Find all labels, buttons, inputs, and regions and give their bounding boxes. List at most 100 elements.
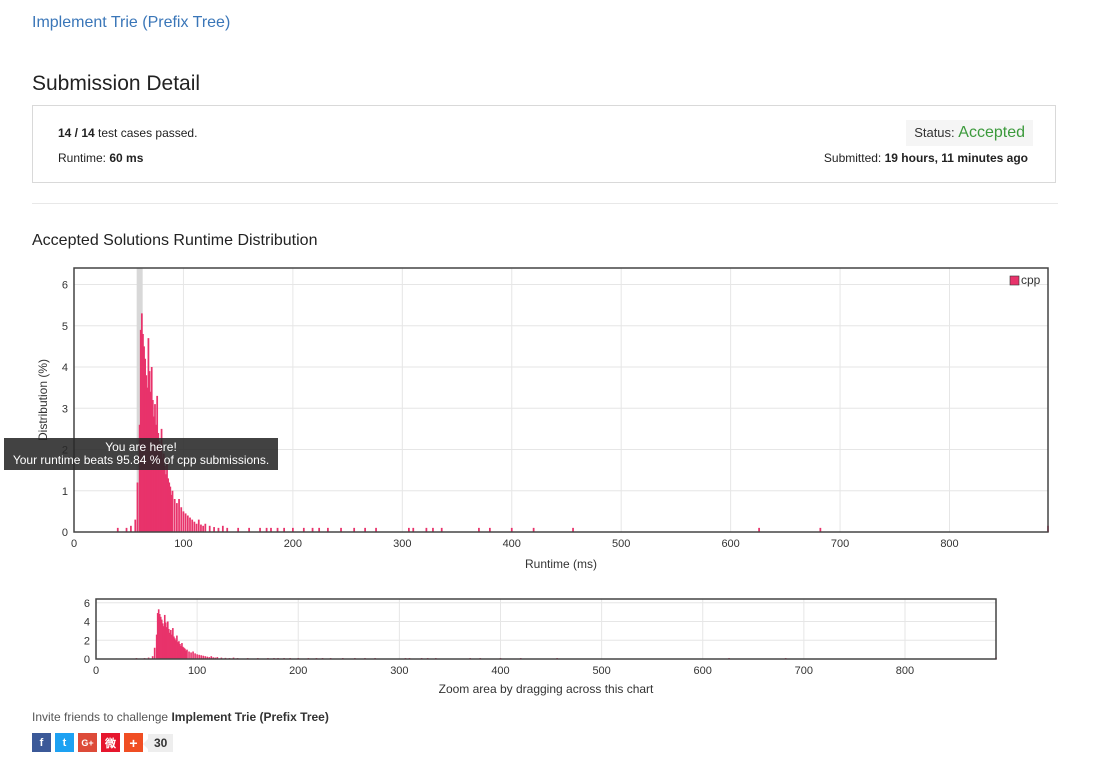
main-bar[interactable] [572, 527, 574, 532]
zoom-chart[interactable]: 0 100 200 300 400 500 600 700 800 0 2 4 6 Zoom area b… [0, 590, 1105, 700]
main-bar[interactable] [248, 527, 250, 532]
main-bar[interactable] [408, 527, 410, 532]
main-bar[interactable] [160, 428, 163, 532]
main-bar[interactable] [140, 313, 143, 532]
main-bar[interactable] [159, 449, 162, 533]
zoom-bar[interactable] [160, 619, 163, 659]
main-bar[interactable] [166, 461, 168, 532]
zoom-bar[interactable] [175, 640, 177, 659]
zoom-bar[interactable] [212, 657, 215, 659]
main-bar[interactable] [139, 329, 142, 532]
zoom-bar[interactable] [158, 614, 161, 659]
main-bar[interactable] [167, 478, 169, 532]
main-bar[interactable] [184, 513, 187, 532]
zoom-bar[interactable] [208, 657, 211, 659]
main-bar[interactable] [197, 519, 200, 532]
zoom-bar[interactable] [182, 646, 184, 659]
main-bar[interactable] [318, 527, 321, 532]
main-bar[interactable] [758, 527, 760, 532]
zoom-bar[interactable] [159, 616, 162, 659]
zoom-bar[interactable] [202, 655, 204, 659]
main-bar[interactable] [169, 486, 172, 532]
main-bar[interactable] [191, 519, 194, 532]
zoom-bar[interactable] [162, 626, 165, 659]
main-bar[interactable] [412, 527, 415, 532]
main-bar[interactable] [532, 527, 535, 532]
main-bar[interactable] [162, 453, 165, 532]
main-bar[interactable] [364, 527, 366, 532]
main-bar[interactable] [432, 527, 434, 532]
main-bar[interactable] [292, 527, 294, 532]
zoom-bar[interactable] [169, 632, 171, 659]
main-bar[interactable] [163, 466, 166, 532]
main-bar[interactable] [327, 527, 329, 532]
main-bar[interactable] [180, 507, 183, 532]
main-bar[interactable] [353, 527, 356, 532]
zoom-bar[interactable] [206, 656, 209, 659]
zoom-bar[interactable] [183, 647, 185, 659]
zoom-bar[interactable] [172, 628, 174, 659]
zoom-bar[interactable] [180, 645, 182, 659]
main-bar[interactable] [125, 527, 128, 532]
zoom-bar[interactable] [192, 651, 194, 660]
main-bar[interactable] [213, 527, 215, 532]
main-bar[interactable] [138, 424, 141, 532]
main-bar[interactable] [200, 524, 202, 532]
main-bar[interactable] [175, 503, 178, 532]
zoom-bar[interactable] [204, 656, 207, 659]
main-bar[interactable] [375, 527, 377, 532]
main-bar[interactable] [130, 525, 132, 532]
google-plus-share-icon[interactable]: G+ [78, 733, 97, 752]
zoom-bar[interactable] [179, 644, 181, 659]
facebook-share-icon[interactable]: f [32, 733, 51, 752]
main-bar[interactable] [186, 515, 189, 533]
zoom-bar[interactable] [165, 627, 168, 659]
zoom-bar[interactable] [210, 656, 213, 659]
twitter-share-icon[interactable]: t [55, 733, 74, 752]
zoom-bar[interactable] [168, 629, 170, 659]
zoom-bar[interactable] [177, 642, 179, 659]
zoom-bar[interactable] [176, 635, 178, 659]
weibo-share-icon[interactable]: 微 [101, 733, 120, 752]
main-bar[interactable] [221, 525, 224, 532]
main-bar[interactable] [425, 527, 428, 532]
main-bar[interactable] [440, 527, 443, 532]
main-bar[interactable] [259, 527, 261, 532]
zoom-bar[interactable] [157, 609, 160, 659]
main-bar[interactable] [208, 525, 211, 532]
main-bar[interactable] [171, 490, 174, 532]
main-bar[interactable] [168, 482, 171, 533]
main-bar[interactable] [270, 527, 272, 532]
main-bar[interactable] [195, 523, 198, 532]
zoom-bar[interactable] [184, 648, 186, 659]
main-bar[interactable] [147, 338, 150, 532]
zoom-bar[interactable] [185, 650, 187, 659]
main-bar[interactable] [155, 424, 157, 532]
main-bar[interactable] [276, 527, 279, 532]
zoom-bar[interactable] [181, 643, 183, 659]
runtime-distribution-chart[interactable]: 01002003004005006007008000123456Runtime … [0, 258, 1105, 578]
main-bar[interactable] [116, 527, 119, 532]
zoom-bar[interactable] [171, 634, 173, 659]
main-bar[interactable] [204, 523, 207, 532]
zoom-bar[interactable] [196, 654, 198, 659]
main-bar[interactable] [161, 457, 164, 532]
main-bar[interactable] [283, 527, 285, 532]
zoom-bar[interactable] [153, 647, 156, 659]
main-bar[interactable] [189, 517, 191, 532]
main-bar[interactable] [265, 527, 268, 532]
zoom-bar[interactable] [178, 641, 180, 659]
zoom-bar[interactable] [170, 629, 172, 659]
zoom-bar[interactable] [173, 636, 175, 660]
main-bar[interactable] [340, 527, 342, 532]
main-bar[interactable] [311, 527, 314, 532]
zoom-bar[interactable] [194, 653, 196, 659]
main-bar[interactable] [134, 519, 137, 532]
zoom-bar[interactable] [186, 649, 188, 659]
main-bar[interactable] [302, 527, 305, 532]
main-bar[interactable] [178, 499, 180, 532]
more-share-icon[interactable]: + [124, 733, 143, 752]
main-bar[interactable] [237, 527, 240, 532]
main-bar[interactable] [510, 527, 513, 532]
main-bar[interactable] [478, 527, 480, 532]
